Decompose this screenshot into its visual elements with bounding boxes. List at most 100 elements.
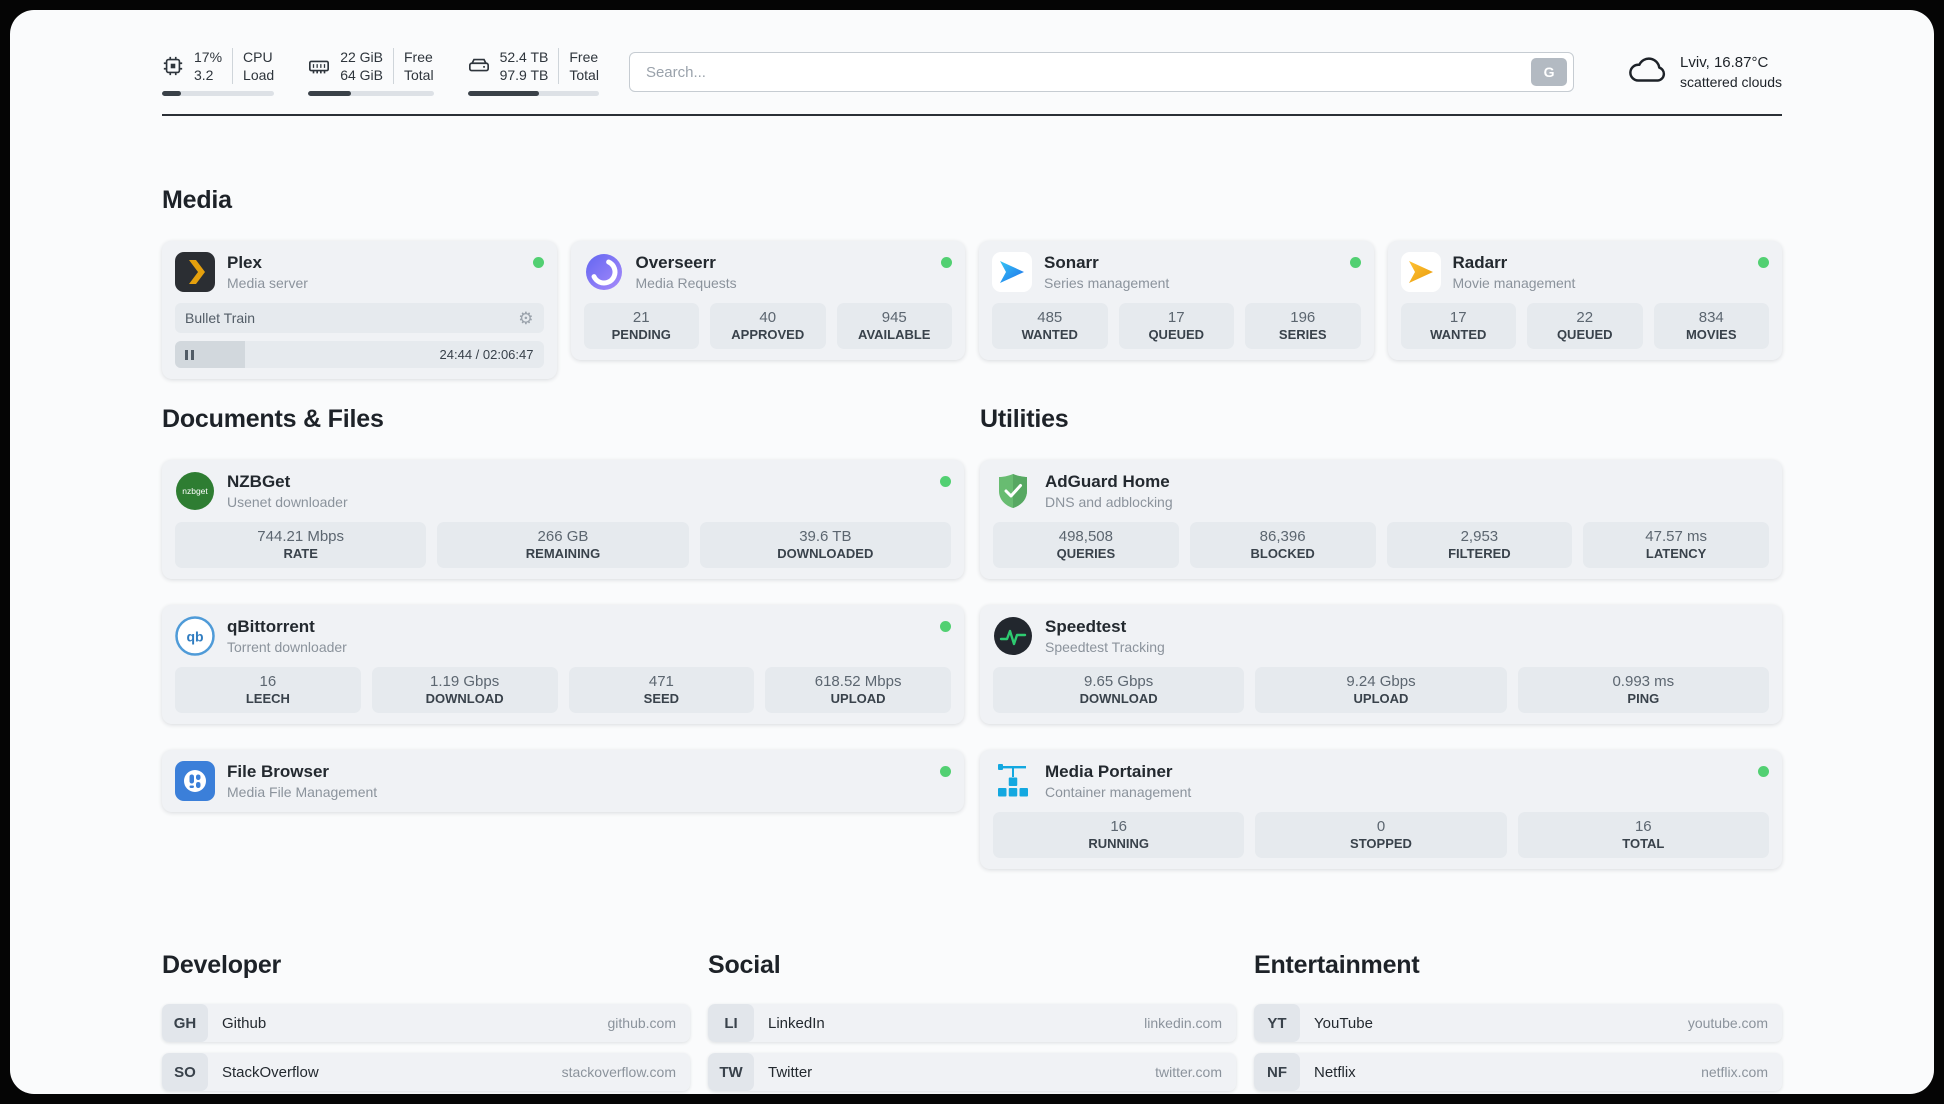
- app-card-qbittorrent[interactable]: qb qBittorrent Torrent downloader 16 LEE…: [162, 605, 964, 725]
- bookmark-name: StackOverflow: [222, 1063, 319, 1081]
- stat-box: 0 STOPPED: [1255, 812, 1507, 859]
- bookmark-abbr: TW: [708, 1053, 754, 1092]
- status-dot: [940, 621, 951, 633]
- stat-box: 2,953 FILTERED: [1386, 522, 1573, 569]
- app-subtitle: Container management: [1045, 784, 1192, 801]
- plex-icon: [175, 252, 215, 293]
- app-card-speedtest[interactable]: Speedtest Speedtest Tracking 9.65 Gbps D…: [980, 605, 1782, 725]
- app-card-radarr[interactable]: Radarr Movie management 17 WANTED 22 QUE…: [1387, 241, 1782, 361]
- stat-label: SEED: [643, 691, 680, 707]
- app-card-filebrowser[interactable]: File Browser Media File Management: [162, 750, 964, 813]
- memory-stat: 22 GiB 64 GiB Free Total: [308, 48, 434, 97]
- bookmark-netflix[interactable]: NF Netflix netflix.com: [1254, 1053, 1782, 1092]
- stat-value: 498,508: [1058, 528, 1113, 546]
- system-stats: 17% 3.2 CPU Load: [162, 48, 599, 97]
- status-dot: [1758, 766, 1769, 778]
- bookmark-youtube[interactable]: YT YouTube youtube.com: [1254, 1004, 1782, 1043]
- app-card-overseerr[interactable]: Overseerr Media Requests 21 PENDING 40 A…: [570, 241, 965, 361]
- stat-label: QUEUED: [1148, 327, 1205, 343]
- dashboard-app: 17% 3.2 CPU Load: [10, 10, 1934, 1094]
- stat-box: 40 APPROVED: [710, 303, 826, 350]
- bookmark-linkedin[interactable]: LI LinkedIn linkedin.com: [708, 1004, 1236, 1043]
- gear-icon[interactable]: ⚙: [518, 308, 534, 328]
- memory-progress-bar: [308, 91, 434, 97]
- stat-value: 834: [1698, 309, 1724, 327]
- bookmark-twitter[interactable]: TW Twitter twitter.com: [708, 1053, 1236, 1092]
- stat-label: SERIES: [1278, 327, 1327, 343]
- search-engine-button[interactable]: G: [1531, 58, 1568, 87]
- cpu-label-bottom: Load: [243, 67, 275, 84]
- app-card-portainer[interactable]: Media Portainer Container management 16 …: [980, 750, 1782, 870]
- bookmark-github[interactable]: GH Github github.com: [162, 1004, 690, 1043]
- bookmark-name: YouTube: [1314, 1014, 1373, 1032]
- stat-value: 17: [1449, 309, 1467, 327]
- status-dot: [1349, 257, 1361, 269]
- bookmark-url: youtube.com: [1687, 1015, 1768, 1032]
- section-title-developer: Developer: [162, 951, 282, 980]
- app-subtitle: Series management: [1044, 275, 1170, 292]
- stat-label: QUERIES: [1056, 546, 1116, 562]
- stat-label: QUEUED: [1556, 327, 1613, 343]
- app-name: Media Portainer: [1045, 762, 1173, 782]
- stat-label: WANTED: [1430, 327, 1487, 343]
- section-title-entertainment: Entertainment: [1254, 951, 1420, 980]
- bookmarks-grid: Developer GH Github github.com SO StackO…: [162, 951, 1782, 1094]
- cpu-label-top: CPU: [243, 49, 273, 65]
- sonarr-icon: [992, 252, 1032, 293]
- bookmark-abbr: LI: [708, 1004, 754, 1043]
- stat-label: BLOCKED: [1250, 546, 1315, 562]
- stat-label: UPLOAD: [830, 691, 886, 707]
- app-card-sonarr[interactable]: Sonarr Series management 485 WANTED 17 Q…: [979, 241, 1374, 361]
- storage-values: 52.4 TB 97.9 TB: [500, 48, 549, 84]
- stat-value: 0: [1376, 818, 1386, 836]
- memory-values: 22 GiB 64 GiB: [340, 48, 383, 84]
- bookmark-url: github.com: [607, 1015, 676, 1032]
- app-subtitle: Torrent downloader: [227, 639, 347, 656]
- bookmark-name: Netflix: [1314, 1063, 1356, 1081]
- stat-value: 618.52 Mbps: [814, 673, 902, 691]
- cpu-usage: 17%: [194, 49, 223, 65]
- bookmark-url: twitter.com: [1155, 1064, 1222, 1081]
- stat-box: 22 QUEUED: [1527, 303, 1643, 350]
- stat-value: 1.19 Gbps: [430, 673, 500, 691]
- stat-box: 618.52 Mbps UPLOAD: [765, 667, 951, 714]
- stat-label: DOWNLOAD: [425, 691, 504, 707]
- bookmark-url: linkedin.com: [1144, 1015, 1222, 1032]
- stat-box: 17 QUEUED: [1118, 303, 1234, 350]
- stat-value: 22: [1576, 309, 1594, 327]
- stat-box: 9.24 Gbps UPLOAD: [1255, 667, 1507, 714]
- app-subtitle: Media File Management: [227, 784, 378, 801]
- bookmark-url: netflix.com: [1701, 1064, 1768, 1081]
- bookmark-abbr: GH: [162, 1004, 208, 1043]
- storage-icon: [468, 55, 490, 77]
- search-bar[interactable]: G: [628, 52, 1575, 93]
- bookmark-abbr: SO: [162, 1053, 208, 1092]
- stat-value: 2,953: [1460, 528, 1499, 546]
- stat-value: 196: [1290, 309, 1316, 327]
- stat-box: 834 MOVIES: [1653, 303, 1769, 350]
- stat-label: FILTERED: [1448, 546, 1511, 562]
- stat-box: 21 PENDING: [583, 303, 699, 350]
- app-card-plex[interactable]: Plex Media server Bullet Train ⚙ 24:44 /…: [162, 241, 557, 380]
- pause-icon[interactable]: [185, 349, 194, 360]
- svg-text:qb: qb: [186, 629, 203, 645]
- stat-value: 39.6 TB: [799, 528, 852, 546]
- app-subtitle: Media server: [227, 275, 308, 292]
- stat-box: 498,508 QUERIES: [993, 522, 1179, 569]
- stat-label: PENDING: [611, 327, 671, 343]
- search-input[interactable]: [645, 63, 1532, 81]
- stat-value: 9.65 Gbps: [1084, 673, 1154, 691]
- app-card-adguard[interactable]: AdGuard Home DNS and adblocking 498,508 …: [980, 460, 1782, 580]
- storage-total: 97.9 TB: [499, 67, 549, 84]
- utilities-column: Utilities AdGuard Home DNS and adblockin…: [980, 405, 1782, 895]
- bookmark-stackoverflow[interactable]: SO StackOverflow stackoverflow.com: [162, 1053, 690, 1092]
- stat-label: APPROVED: [731, 327, 805, 343]
- app-card-nzbget[interactable]: nzbget NZBGet Usenet downloader 744.21 M…: [162, 460, 964, 580]
- stat-value: 21: [632, 309, 650, 327]
- app-name: AdGuard Home: [1045, 472, 1170, 492]
- playback-bar[interactable]: 24:44 / 02:06:47: [175, 341, 544, 369]
- stat-box: 17 WANTED: [1400, 303, 1516, 350]
- stat-label: RUNNING: [1088, 836, 1149, 852]
- section-title-documents: Documents & Files: [162, 405, 384, 434]
